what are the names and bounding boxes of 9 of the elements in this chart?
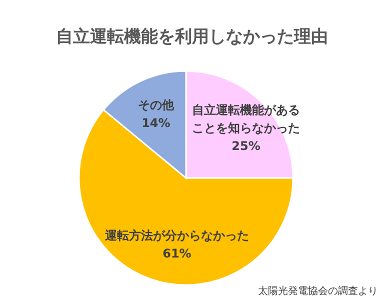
data-label: 14% xyxy=(142,116,170,130)
pie-slice xyxy=(102,70,187,179)
slice-label: その他 xyxy=(138,98,175,112)
slice-label: 自立運転機能があることを知らなかった xyxy=(192,103,300,136)
slice-label: 運転方法が分からなかった xyxy=(104,228,249,242)
chart-title: 自立運転機能を利用しなかった理由 xyxy=(56,27,328,47)
data-label: 61% xyxy=(162,246,192,260)
text: 太陽光発電協会の調査より xyxy=(258,285,378,297)
data-label: 25% xyxy=(232,139,260,154)
